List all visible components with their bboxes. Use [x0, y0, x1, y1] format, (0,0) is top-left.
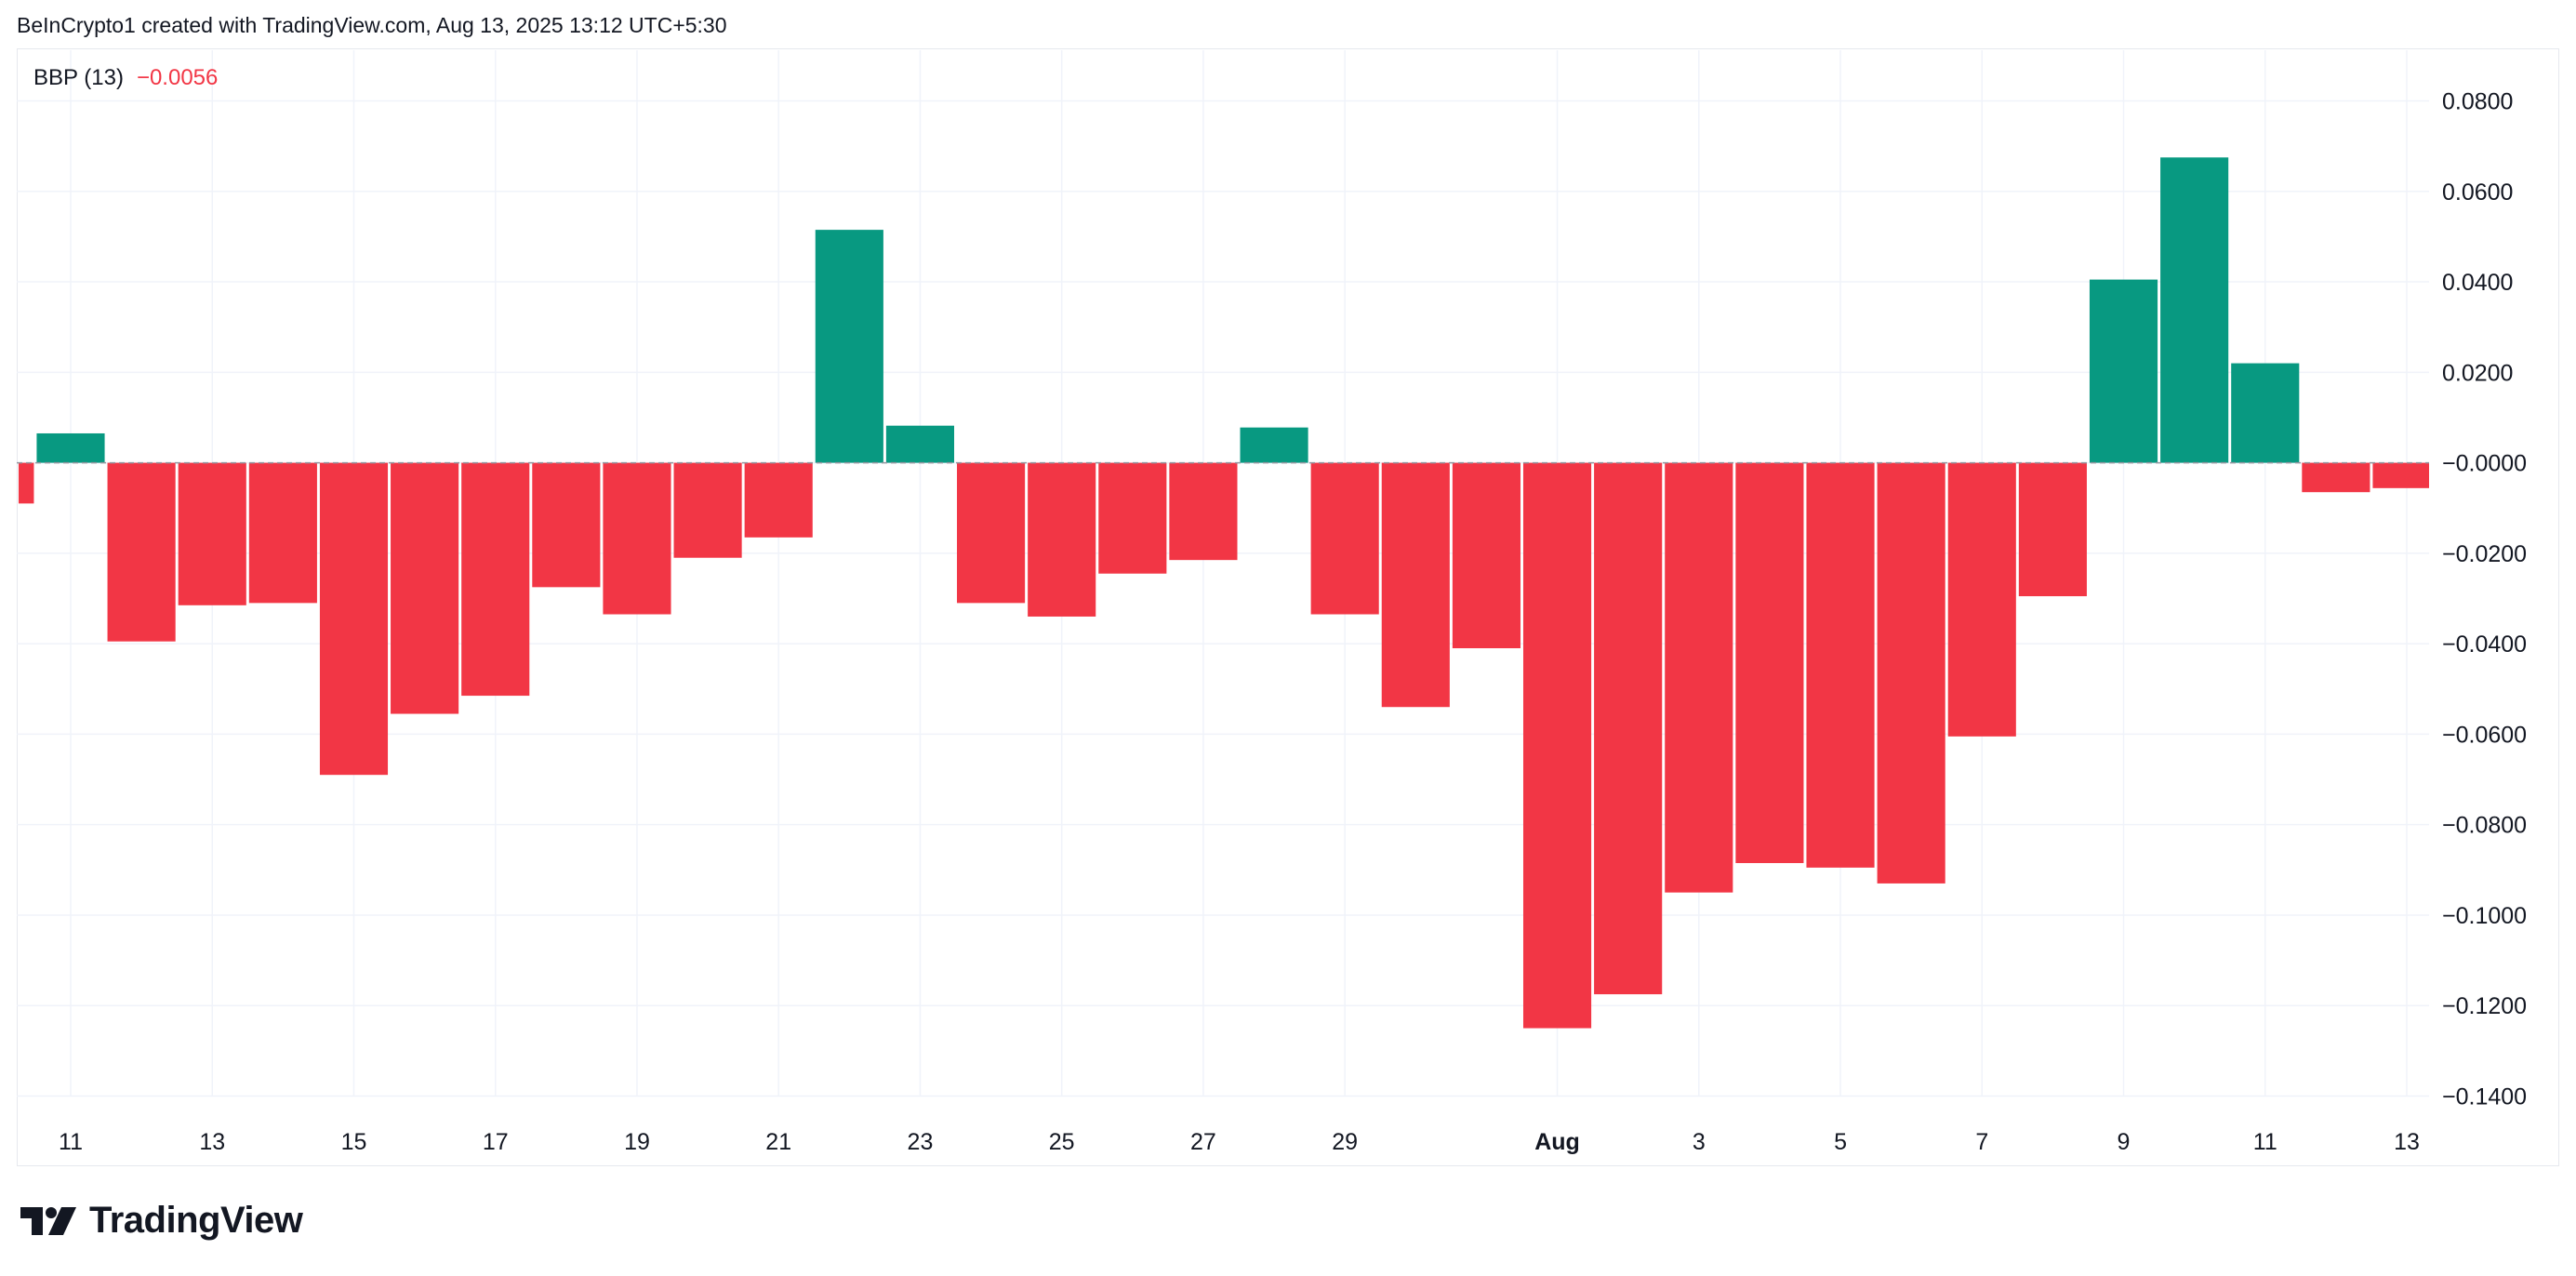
y-tick-label: −0.0200	[2442, 541, 2527, 567]
histogram-bars	[19, 157, 2429, 1029]
histogram-bar[interactable]	[1522, 462, 1592, 1029]
x-tick-label: 29	[1332, 1129, 1358, 1155]
y-tick-label: −0.1000	[2442, 903, 2527, 929]
histogram-bar[interactable]	[744, 462, 813, 538]
histogram-bar[interactable]	[532, 462, 601, 588]
histogram-bar[interactable]	[1381, 462, 1450, 708]
histogram-bar[interactable]	[1877, 462, 1945, 884]
chart-credit: BeInCrypto1 created with TradingView.com…	[17, 13, 727, 37]
time-scale: 11 13 15 17 19 21 23 25 27 29 Aug 3 5 7 9 11 13	[59, 1129, 2420, 1155]
histogram-bar[interactable]	[461, 462, 530, 697]
y-tick-label: −0.0400	[2442, 631, 2527, 658]
x-tick-label: 19	[624, 1129, 650, 1155]
histogram-bar[interactable]	[19, 462, 34, 504]
y-tick-label: −0.0800	[2442, 813, 2527, 839]
x-tick-label: 7	[1975, 1129, 1988, 1155]
histogram-bar[interactable]	[2089, 279, 2158, 463]
histogram-bar[interactable]	[2372, 462, 2429, 488]
tradingview-logo-icon	[20, 1206, 76, 1235]
y-tick-label: −0.0000	[2442, 451, 2527, 477]
x-tick-label: 15	[341, 1129, 367, 1155]
histogram-bar[interactable]	[1310, 462, 1379, 615]
x-tick-label: 11	[59, 1129, 83, 1155]
y-tick-label: 0.0800	[2442, 89, 2513, 115]
histogram-bar[interactable]	[248, 462, 317, 604]
y-tick-label: −0.1200	[2442, 993, 2527, 1019]
x-tick-label: 25	[1049, 1129, 1075, 1155]
x-tick-label: 23	[908, 1129, 934, 1155]
x-tick-label: 17	[483, 1129, 509, 1155]
x-tick-label: 13	[199, 1129, 225, 1155]
x-tick-label: 11	[2253, 1129, 2277, 1155]
y-tick-label: 0.0400	[2442, 270, 2513, 296]
histogram-bar[interactable]	[673, 462, 742, 558]
histogram-bar[interactable]	[391, 462, 459, 714]
histogram-bar[interactable]	[1452, 462, 1520, 648]
y-tick-label: 0.0600	[2442, 179, 2513, 206]
x-tick-label: Aug	[1534, 1129, 1580, 1155]
histogram-bar[interactable]	[1098, 462, 1167, 574]
chart-frame	[17, 48, 2559, 1166]
x-tick-label: 5	[1834, 1129, 1847, 1155]
histogram-bar[interactable]	[1947, 462, 2016, 737]
histogram-bar[interactable]	[107, 462, 176, 642]
indicator-name: BBP (13)	[33, 65, 124, 90]
indicator-legend[interactable]: BBP (13) −0.0056	[33, 65, 218, 91]
x-tick-label: 9	[2118, 1129, 2131, 1155]
histogram-bar[interactable]	[603, 462, 671, 615]
brand-name: TradingView	[89, 1200, 303, 1241]
x-tick-label: 21	[765, 1129, 791, 1155]
histogram-bar[interactable]	[1594, 462, 1663, 995]
y-tick-label: −0.1400	[2442, 1084, 2527, 1110]
histogram-bar[interactable]	[1735, 462, 1804, 864]
histogram-bar[interactable]	[2160, 157, 2229, 463]
histogram-bar[interactable]	[2231, 363, 2300, 463]
histogram-bar[interactable]	[815, 230, 883, 463]
histogram-bar[interactable]	[1169, 462, 1238, 561]
histogram-bar[interactable]	[36, 432, 105, 463]
indicator-value: −0.0056	[136, 65, 219, 90]
y-tick-label: −0.0600	[2442, 722, 2527, 748]
tradingview-brand[interactable]: TradingView	[20, 1200, 303, 1242]
histogram-bar[interactable]	[319, 462, 389, 776]
histogram-bar[interactable]	[2018, 462, 2087, 597]
x-tick-label: 3	[1693, 1129, 1706, 1155]
histogram-bar[interactable]	[885, 425, 955, 463]
histogram-bar[interactable]	[957, 462, 1026, 604]
histogram-bar[interactable]	[1240, 427, 1308, 463]
histogram-bar[interactable]	[178, 462, 246, 605]
histogram-bar[interactable]	[2302, 462, 2370, 493]
x-tick-label: 27	[1190, 1129, 1216, 1155]
x-tick-label: 13	[2394, 1129, 2420, 1155]
histogram-bar[interactable]	[1028, 462, 1096, 617]
y-tick-label: 0.0200	[2442, 360, 2513, 386]
histogram-bar[interactable]	[1665, 462, 1733, 893]
price-scale: 0.0800 0.0600 0.0400 0.0200 −0.0000 −0.0200 −0…	[2442, 89, 2527, 1110]
histogram-bar[interactable]	[1806, 462, 1875, 868]
